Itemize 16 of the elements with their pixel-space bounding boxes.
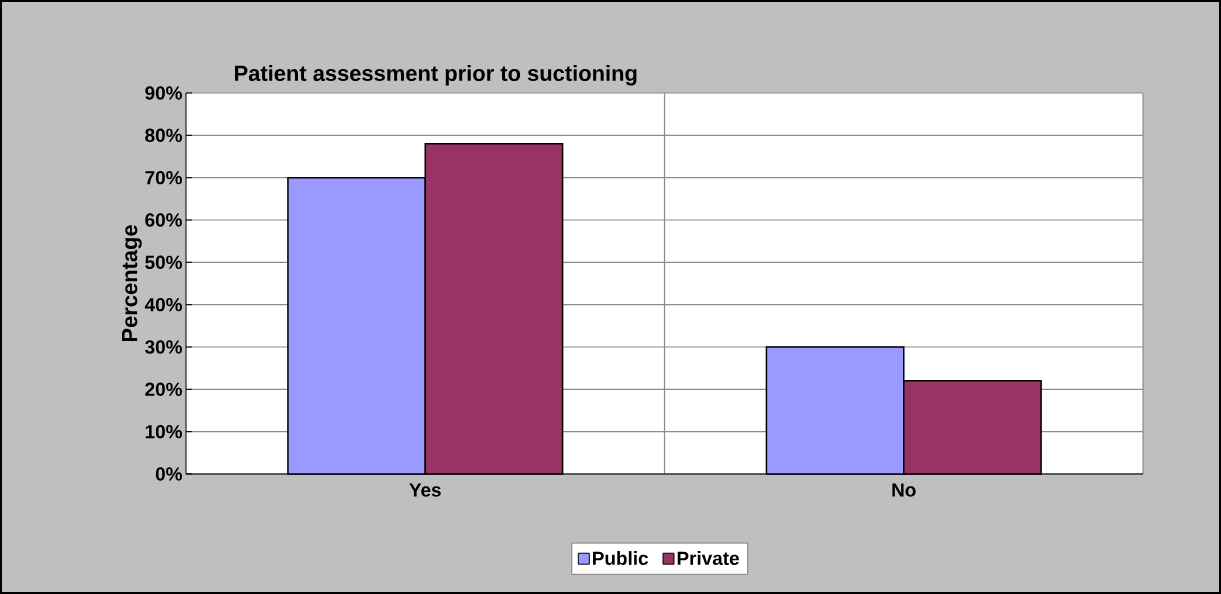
y-tick-label: 90% bbox=[145, 86, 182, 100]
y-tick-label: 60% bbox=[145, 213, 182, 227]
y-tick-label: 10% bbox=[145, 424, 182, 439]
y-tick-label: 30% bbox=[145, 340, 182, 354]
y-tick-label: 20% bbox=[145, 382, 182, 397]
y-tick-label: 40% bbox=[144, 297, 182, 312]
y-axis-title: Percentage bbox=[122, 225, 142, 342]
y-tick-label: 50% bbox=[145, 255, 182, 270]
legend-label: Private bbox=[677, 551, 739, 566]
y-tick-label: 80% bbox=[145, 128, 182, 143]
x-tick-label: Yes bbox=[409, 483, 441, 497]
x-tick-label: No bbox=[892, 483, 916, 497]
y-tick-label: 0% bbox=[155, 467, 182, 481]
chart-title: Patient assessment prior to suctioning bbox=[235, 64, 637, 86]
legend-label: Public bbox=[593, 551, 649, 566]
y-tick-label: 70% bbox=[145, 170, 182, 185]
